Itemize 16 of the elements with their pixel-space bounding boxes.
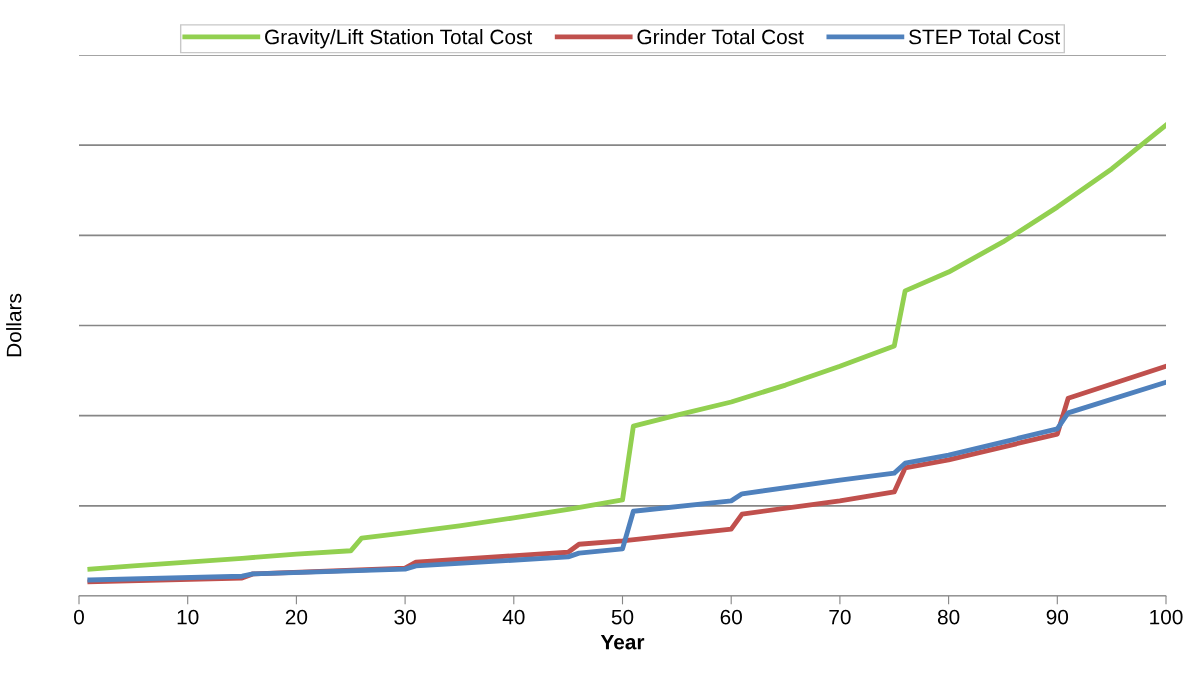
x-tick-label: 40 <box>502 609 525 625</box>
x-tick-label: 80 <box>937 609 960 625</box>
x-tick-label: 50 <box>611 609 634 625</box>
legend-label: Gravity/Lift Station Total Cost <box>265 29 533 49</box>
legend-label: Grinder Total Cost <box>637 29 804 45</box>
legend-label: STEP Total Cost <box>909 29 1061 45</box>
x-tick-label: 20 <box>285 609 308 625</box>
x-tick-label: 10 <box>177 609 199 625</box>
x-axis-title: Year <box>600 634 645 650</box>
x-tick-label: 90 <box>1046 609 1069 625</box>
x-tick-label: 0 <box>74 609 84 625</box>
y-axis-title: Dollars <box>6 293 22 357</box>
x-tick-label: 70 <box>829 609 851 625</box>
x-tick-label: 100 <box>1150 609 1183 625</box>
x-tick-label: 30 <box>394 609 416 625</box>
x-tick-label: 60 <box>720 609 742 625</box>
